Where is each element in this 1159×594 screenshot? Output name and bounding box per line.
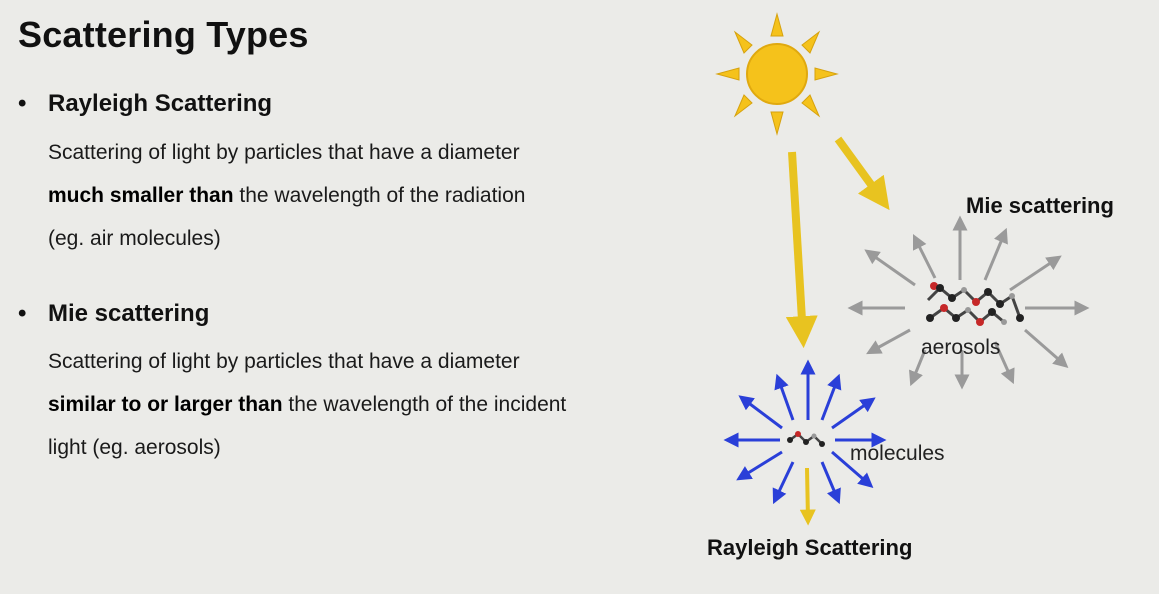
beam-to-aerosols-arrow <box>834 136 890 211</box>
rayleigh-desc-line1: Scattering of light by particles that ha… <box>48 141 520 164</box>
bullet-rayleigh: • Rayleigh Scattering <box>18 90 272 118</box>
beam-to-molecules-arrow <box>785 151 818 349</box>
aerosols-label: aerosols <box>921 336 1000 359</box>
bullet-heading-rayleigh: Rayleigh Scattering <box>48 90 273 117</box>
mie-desc-line2: similar to or larger than the wavelength… <box>48 383 688 426</box>
bullet-mie: • Mie scattering <box>18 300 209 328</box>
air-molecule-icon <box>787 431 825 447</box>
mie-desc-line3: light (eg. aerosols) <box>48 436 221 459</box>
mie-desc-rest: the wavelength of the incident <box>282 393 567 416</box>
rayleigh-desc-bold: much smaller than <box>48 184 234 207</box>
mie-scattering-label: Mie scattering <box>966 193 1114 218</box>
aerosol-molecule-icon <box>926 282 1024 326</box>
mie-desc-bold: similar to or larger than <box>48 393 283 416</box>
rayleigh-scattering-label: Rayleigh Scattering <box>707 535 912 560</box>
molecules-label: molecules <box>850 442 945 465</box>
slide-title: Scattering Types <box>18 14 309 55</box>
bullet-heading-mie: Mie scattering <box>48 300 210 327</box>
bullet-dot: • <box>18 300 27 327</box>
rayleigh-desc-rest: the wavelength of the radiation <box>233 184 526 207</box>
rayleigh-description: Scattering of light by particles that ha… <box>48 131 688 260</box>
bullet-dot: • <box>18 90 27 117</box>
mie-scatter-arrows <box>847 215 1090 390</box>
mie-description: Scattering of light by particles that ha… <box>48 340 688 469</box>
rayleigh-desc-line3: (eg. air molecules) <box>48 227 221 250</box>
rayleigh-desc-line2: much smaller than the wavelength of the … <box>48 174 688 217</box>
mie-desc-line1: Scattering of light by particles that ha… <box>48 350 520 373</box>
sun-icon <box>715 12 839 136</box>
rayleigh-scatter-arrows <box>723 359 887 505</box>
transmitted-beam-arrow <box>799 467 816 526</box>
